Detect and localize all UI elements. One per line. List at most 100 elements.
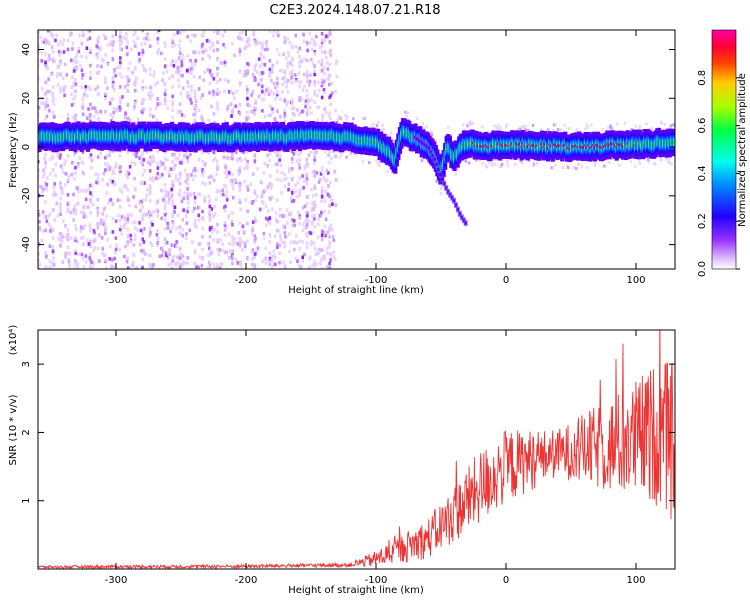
heatmap-cell [346, 115, 349, 119]
heatmap-cell [290, 178, 294, 182]
heatmap-cell [108, 153, 111, 158]
heatmap-cell [163, 241, 167, 246]
heatmap-cell [572, 165, 576, 169]
heatmap-cell [311, 47, 314, 52]
heatmap-cell [228, 241, 231, 246]
heatmap-cell [243, 179, 246, 184]
heatmap-cell [646, 158, 650, 162]
heatmap-cell [176, 66, 179, 71]
heatmap-cell [377, 163, 381, 167]
heatmap-cell [329, 93, 333, 98]
heatmap-cell [169, 167, 173, 171]
heatmap-cell [259, 180, 263, 185]
heatmap-cell [96, 64, 99, 68]
heatmap-cell [311, 214, 314, 219]
heatmap-cell [313, 153, 316, 158]
heatmap-cell [325, 61, 329, 65]
heatmap-cell [167, 201, 170, 205]
heatmap-cell [72, 266, 76, 269]
heatmap-cell [50, 45, 54, 50]
heatmap-cell [133, 226, 137, 230]
heatmap-cell [246, 188, 250, 192]
heatmap-cell [268, 74, 272, 79]
heatmap-cell [266, 217, 270, 222]
heatmap-cell [175, 177, 178, 182]
heatmap-cell [328, 251, 331, 256]
heatmap-cell [309, 57, 313, 62]
heatmap-cell [238, 242, 242, 247]
heatmap-cell [80, 188, 83, 193]
heatmap-cell [85, 238, 89, 242]
heatmap-cell [106, 86, 109, 90]
heatmap-cell [181, 73, 184, 78]
heatmap-cell [253, 266, 257, 269]
heatmap-cell [98, 48, 102, 52]
heatmap-cell [485, 165, 489, 169]
heatmap-cell [104, 258, 107, 263]
heatmap-cell [190, 88, 193, 93]
heatmap-cell [259, 51, 263, 56]
heatmap-cell [81, 170, 85, 175]
heatmap-cell [226, 156, 229, 160]
heatmap-cell [133, 151, 137, 155]
heatmap-cell [209, 251, 213, 256]
heatmap-cell [339, 116, 342, 120]
heatmap-cell [303, 84, 306, 89]
heatmap-cell [123, 115, 127, 119]
heatmap-cell [519, 127, 522, 131]
heatmap-cell [309, 231, 313, 235]
heatmap-cell [84, 197, 88, 202]
heatmap-cell [273, 117, 277, 121]
heatmap-cell [186, 196, 189, 201]
heatmap-cell [320, 248, 324, 252]
heatmap-cell [123, 216, 126, 221]
heatmap-cell [261, 84, 264, 89]
heatmap-cell [84, 214, 88, 219]
heatmap-cell [216, 57, 219, 62]
heatmap-cell [267, 90, 270, 94]
heatmap-cell [125, 172, 128, 177]
heatmap-cell [253, 76, 257, 80]
heatmap-cell [321, 80, 325, 85]
heatmap-cell [264, 246, 268, 251]
heatmap-cell [224, 204, 227, 209]
heatmap-cell [132, 243, 136, 247]
heatmap-cell [193, 218, 197, 223]
heatmap-cell [141, 100, 145, 105]
heatmap-cell [236, 35, 240, 40]
heatmap-cell [131, 260, 135, 265]
heatmap-cell [108, 244, 112, 249]
heatmap-cell [96, 181, 100, 185]
heatmap-cell [113, 256, 116, 261]
heatmap-cell [172, 33, 176, 37]
heatmap-cell [268, 58, 272, 63]
heatmap-cell [269, 174, 272, 178]
heatmap-cell [264, 204, 268, 209]
heatmap-cell [148, 90, 152, 95]
heatmap-cell [226, 104, 230, 109]
heatmap-cell [148, 211, 152, 215]
heatmap-cell [148, 155, 152, 160]
heatmap-cell [59, 181, 62, 186]
heatmap-cell [286, 221, 289, 225]
heatmap-cell [302, 32, 305, 37]
heatmap-cell [171, 214, 175, 219]
heatmap-cell [89, 228, 92, 233]
heatmap-cell [80, 54, 83, 59]
heatmap-cell [404, 110, 407, 114]
heatmap-cell [208, 204, 212, 209]
heatmap-cell [119, 218, 122, 223]
heatmap-cell [130, 160, 133, 165]
heatmap-cell [175, 59, 178, 64]
heatmap-cell [198, 75, 201, 80]
heatmap-cell [96, 119, 100, 124]
heatmap-cell [273, 234, 277, 238]
heatmap-cell [276, 228, 279, 233]
heatmap-cell [132, 39, 136, 44]
heatmap-cell [184, 179, 188, 184]
heatmap-cell [439, 191, 443, 195]
heatmap-cell [294, 33, 298, 38]
heatmap-cell [210, 72, 213, 77]
heatmap-cell [133, 83, 137, 87]
heatmap-cell [45, 254, 48, 259]
